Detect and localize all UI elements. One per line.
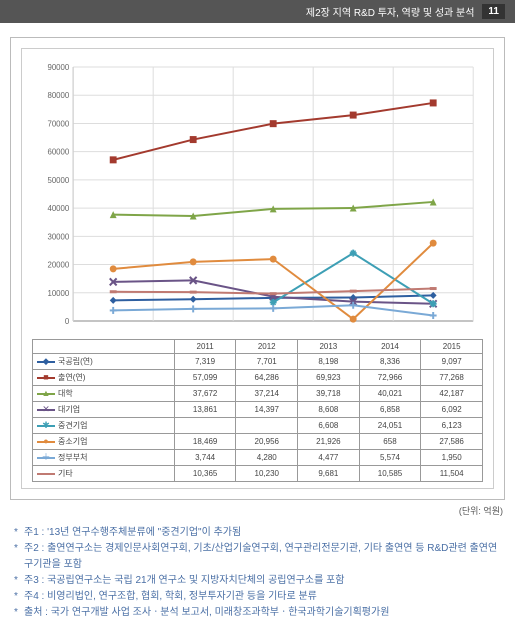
table-cell: 11,504 xyxy=(421,466,483,482)
legend-table: 20112012201320142015◆국공립(연)7,3197,7018,1… xyxy=(32,339,483,482)
svg-text:60000: 60000 xyxy=(47,148,69,157)
table-cell: 39,718 xyxy=(298,386,360,402)
series-label: ✕대기업 xyxy=(33,402,175,418)
table-cell: 6,858 xyxy=(359,402,421,418)
table-cell: 64,286 xyxy=(236,370,298,386)
table-cell: 7,319 xyxy=(174,354,236,370)
table-cell xyxy=(236,418,298,434)
table-cell: 3,744 xyxy=(174,450,236,466)
table-row: ●중소기업18,46920,95621,92665827,586 xyxy=(33,434,483,450)
table-row: ▲대학37,67237,21439,71840,02142,187 xyxy=(33,386,483,402)
table-cell: 8,198 xyxy=(298,354,360,370)
svg-text:50000: 50000 xyxy=(47,176,69,185)
year-header: 2011 xyxy=(174,340,236,354)
svg-text:80000: 80000 xyxy=(47,91,69,100)
chart-box: 0 10000 20000 30000 40000 50000 60000 70000 8000… xyxy=(21,48,494,489)
table-row: ■출연(연)57,09964,28669,92372,96677,268 xyxy=(33,370,483,386)
table-cell: 37,672 xyxy=(174,386,236,402)
table-cell: 6,123 xyxy=(421,418,483,434)
series-label: ◆국공립(연) xyxy=(33,354,175,370)
table-row: ◆국공립(연)7,3197,7018,1988,3369,097 xyxy=(33,354,483,370)
svg-text:40000: 40000 xyxy=(47,204,69,213)
svg-text:90000: 90000 xyxy=(47,63,69,72)
year-header: 2014 xyxy=(359,340,421,354)
page-number: 11 xyxy=(482,4,505,19)
table-cell: 77,268 xyxy=(421,370,483,386)
table-cell: 1,950 xyxy=(421,450,483,466)
table-cell: 24,051 xyxy=(359,418,421,434)
table-row: ✕대기업13,86114,3978,6086,8586,092 xyxy=(33,402,483,418)
table-row: ✱중견기업 6,60824,0516,123 xyxy=(33,418,483,434)
table-cell: 57,099 xyxy=(174,370,236,386)
footnotes: *주1 : '13년 연구수행주체분류에 "중견기업"이 추가됨*주2 : 출연… xyxy=(14,525,503,621)
year-header: 2013 xyxy=(298,340,360,354)
series-label: —기타 xyxy=(33,466,175,482)
table-cell: 10,585 xyxy=(359,466,421,482)
table-cell: 8,608 xyxy=(298,402,360,418)
table-cell: 72,966 xyxy=(359,370,421,386)
footnote-line: *주1 : '13년 연구수행주체분류에 "중견기업"이 추가됨 xyxy=(14,525,503,541)
series-label: ■출연(연) xyxy=(33,370,175,386)
table-cell: 18,469 xyxy=(174,434,236,450)
series-label: ＋정부부처 xyxy=(33,450,175,466)
table-cell: 42,187 xyxy=(421,386,483,402)
table-cell: 4,477 xyxy=(298,450,360,466)
table-cell: 7,701 xyxy=(236,354,298,370)
year-header: 2012 xyxy=(236,340,298,354)
table-cell: 10,365 xyxy=(174,466,236,482)
table-cell xyxy=(174,418,236,434)
table-cell: 21,926 xyxy=(298,434,360,450)
year-header: 2015 xyxy=(421,340,483,354)
svg-text:70000: 70000 xyxy=(47,119,69,128)
table-cell: 5,574 xyxy=(359,450,421,466)
table-cell: 658 xyxy=(359,434,421,450)
svg-text:20000: 20000 xyxy=(47,260,69,269)
chart-container: 0 10000 20000 30000 40000 50000 60000 70000 8000… xyxy=(10,37,505,500)
table-cell: 69,923 xyxy=(298,370,360,386)
svg-text:0: 0 xyxy=(65,317,70,326)
table-cell: 40,021 xyxy=(359,386,421,402)
footnote-line: *주2 : 출연연구소는 경제인문사회연구회, 기초/산업기술연구회, 연구관리… xyxy=(14,541,503,573)
table-cell: 10,230 xyxy=(236,466,298,482)
table-cell: 6,092 xyxy=(421,402,483,418)
table-cell: 14,397 xyxy=(236,402,298,418)
table-row: —기타10,36510,2309,68110,58511,504 xyxy=(33,466,483,482)
table-cell: 20,956 xyxy=(236,434,298,450)
table-row: ＋정부부처3,7444,2804,4775,5741,950 xyxy=(33,450,483,466)
table-corner xyxy=(33,340,175,354)
page-header: 제2장 지역 R&D 투자, 역량 및 성과 분석 11 xyxy=(0,0,515,23)
table-cell: 4,280 xyxy=(236,450,298,466)
footnote-line: *주4 : 비영리법인, 연구조합, 협회, 학회, 정부투자기관 등을 기타로… xyxy=(14,589,503,605)
svg-text:10000: 10000 xyxy=(47,289,69,298)
table-cell: 9,681 xyxy=(298,466,360,482)
line-chart: 0 10000 20000 30000 40000 50000 60000 70000 8000… xyxy=(32,59,483,339)
header-title: 제2장 지역 R&D 투자, 역량 및 성과 분석 xyxy=(306,4,475,19)
series-label: ●중소기업 xyxy=(33,434,175,450)
svg-text:30000: 30000 xyxy=(47,232,69,241)
footnote-line: *출처 : 국가 연구개발 사업 조사ㆍ분석 보고서, 미래창조과학부ㆍ한국과학… xyxy=(14,605,503,621)
table-cell: 6,608 xyxy=(298,418,360,434)
series-label: ✱중견기업 xyxy=(33,418,175,434)
series-label: ▲대학 xyxy=(33,386,175,402)
table-cell: 37,214 xyxy=(236,386,298,402)
unit-label: (단위: 억원) xyxy=(0,504,503,517)
table-cell: 27,586 xyxy=(421,434,483,450)
table-cell: 13,861 xyxy=(174,402,236,418)
table-cell: 9,097 xyxy=(421,354,483,370)
table-cell: 8,336 xyxy=(359,354,421,370)
